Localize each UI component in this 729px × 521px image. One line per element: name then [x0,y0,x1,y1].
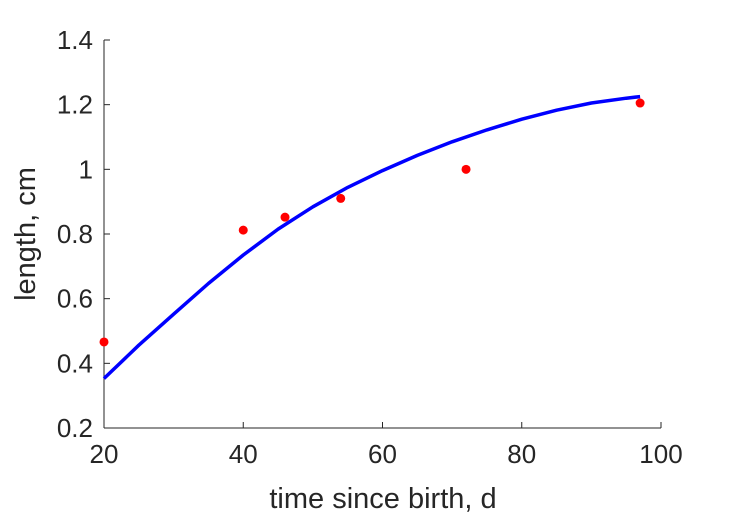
x-tick-label: 80 [507,439,536,469]
y-tick-label: 0.8 [57,219,93,249]
fit-curve-layer [102,94,641,380]
data-point [238,225,248,235]
fit-curve [102,94,641,380]
x-tick-label: 60 [368,439,397,469]
y-tick-label: 0.6 [57,284,93,314]
y-axis-label: length, cm [10,167,42,301]
y-tick-label: 1 [79,154,93,184]
y-tick-label: 0.4 [57,348,93,378]
y-tick-label: 0.2 [57,413,93,443]
data-point [280,212,290,222]
data-point [99,337,109,347]
y-tick-label: 1.2 [57,90,93,120]
x-tick-label: 100 [639,439,682,469]
plot-axes [103,39,662,429]
x-tick-label: 20 [90,439,119,469]
x-tick-label: 40 [229,439,258,469]
data-point [336,193,346,203]
y-tick-label: 1.4 [57,25,93,55]
data-point [461,164,471,174]
x-axis-label: time since birth, d [269,483,496,515]
data-point [635,98,645,108]
data-points-layer [99,98,645,347]
tick-labels-layer: 20 40 60 80 100 0.2 0.4 0.6 0.8 1 1.2 1.4 [57,25,683,469]
